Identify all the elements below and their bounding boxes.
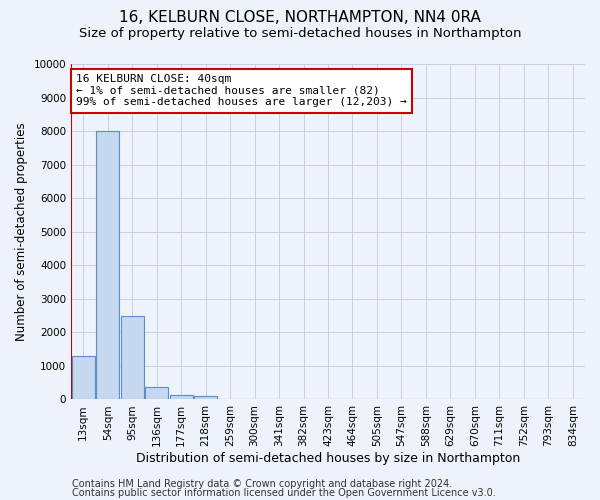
Bar bbox=[71, 356, 95, 400]
Bar bbox=[96, 131, 119, 400]
Bar bbox=[121, 316, 144, 400]
Text: 16 KELBURN CLOSE: 40sqm
← 1% of semi-detached houses are smaller (82)
99% of sem: 16 KELBURN CLOSE: 40sqm ← 1% of semi-det… bbox=[76, 74, 407, 108]
Bar bbox=[194, 396, 217, 400]
X-axis label: Distribution of semi-detached houses by size in Northampton: Distribution of semi-detached houses by … bbox=[136, 452, 520, 465]
Text: Contains public sector information licensed under the Open Government Licence v3: Contains public sector information licen… bbox=[72, 488, 496, 498]
Text: 16, KELBURN CLOSE, NORTHAMPTON, NN4 0RA: 16, KELBURN CLOSE, NORTHAMPTON, NN4 0RA bbox=[119, 10, 481, 25]
Y-axis label: Number of semi-detached properties: Number of semi-detached properties bbox=[15, 122, 28, 341]
Text: Contains HM Land Registry data © Crown copyright and database right 2024.: Contains HM Land Registry data © Crown c… bbox=[72, 479, 452, 489]
Bar bbox=[145, 386, 169, 400]
Bar bbox=[170, 395, 193, 400]
Text: Size of property relative to semi-detached houses in Northampton: Size of property relative to semi-detach… bbox=[79, 28, 521, 40]
